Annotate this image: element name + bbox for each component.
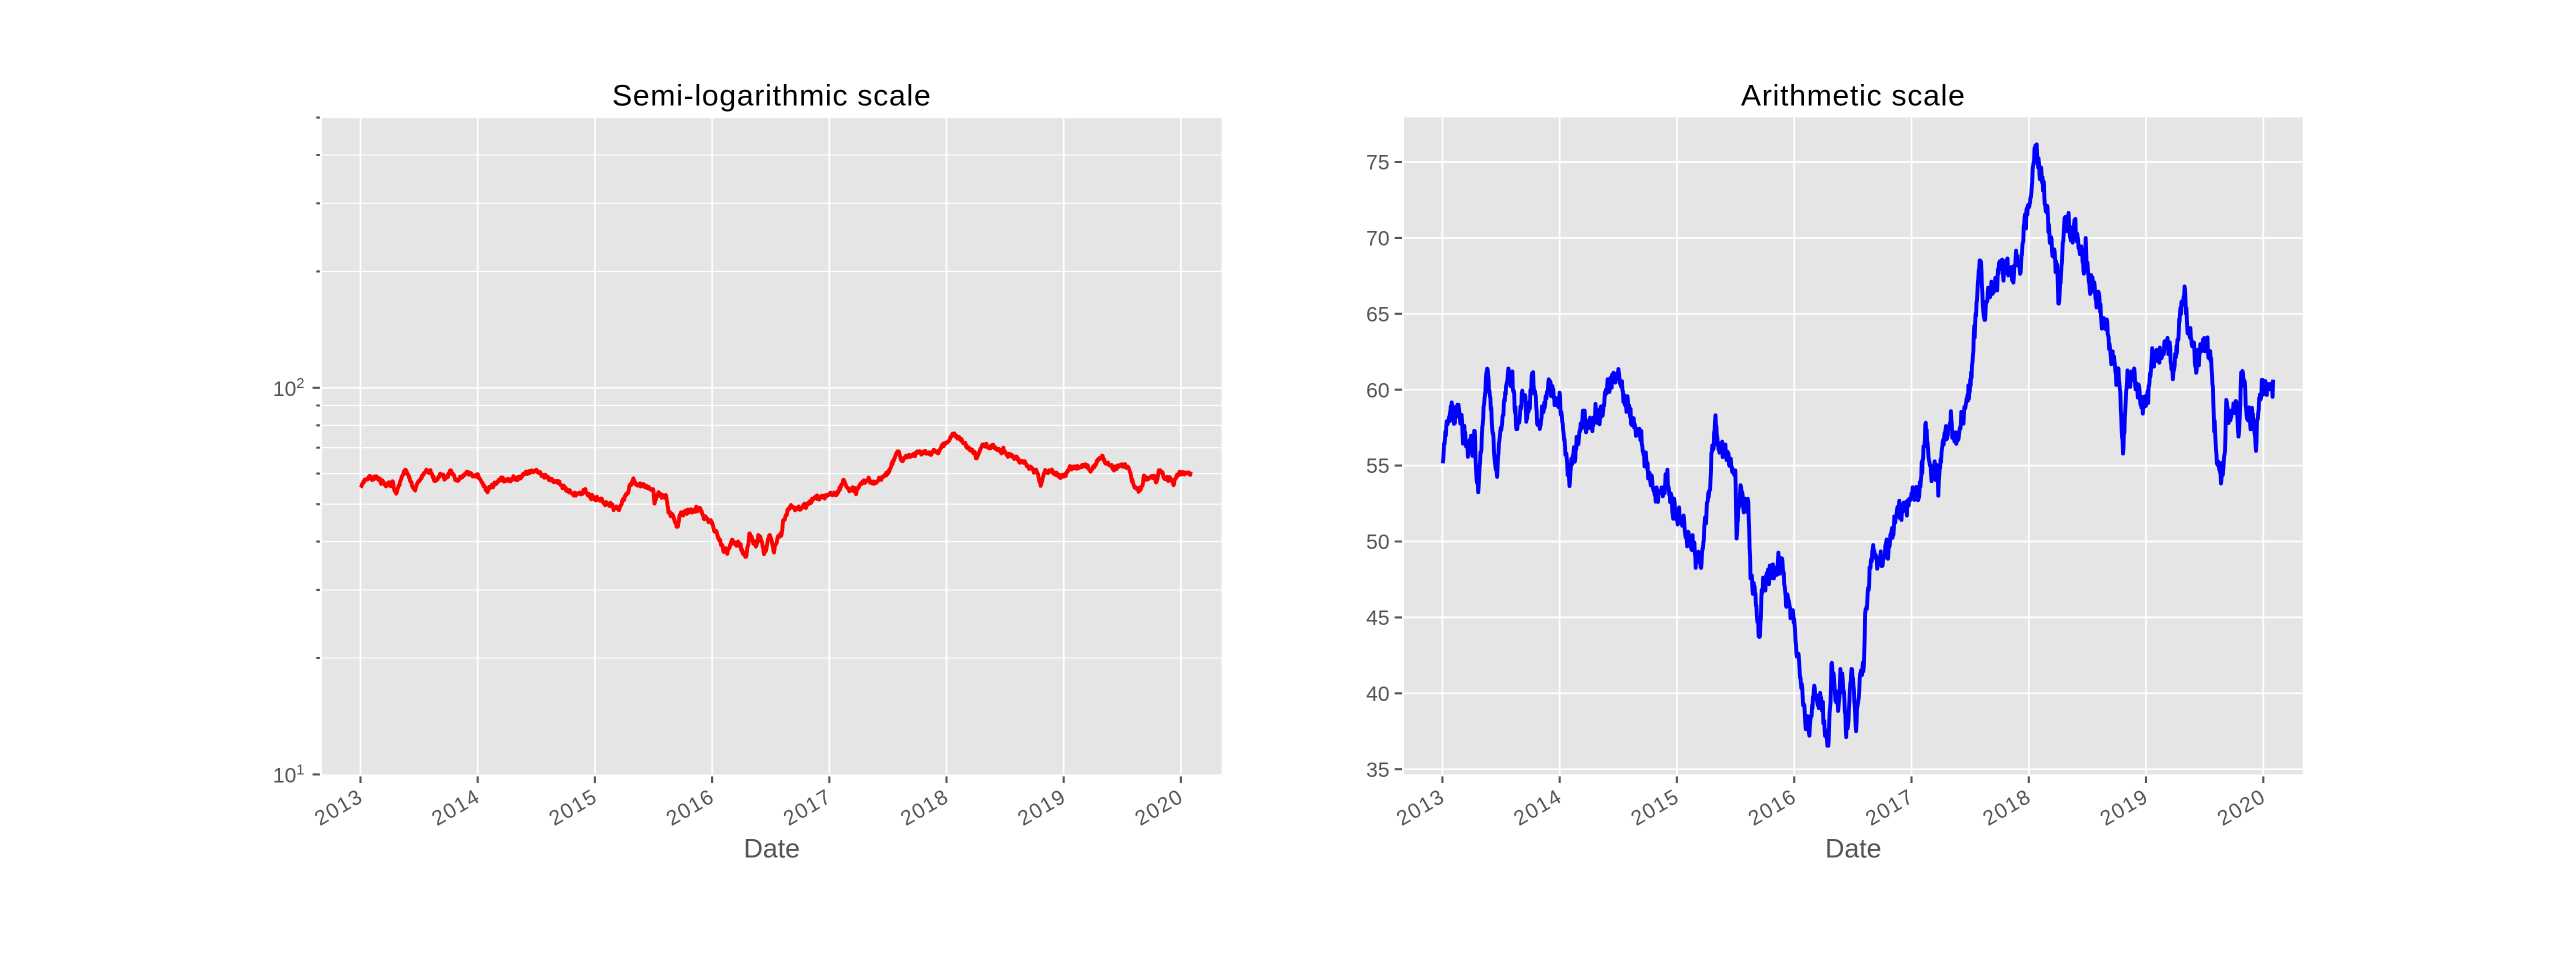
svg-text:Date: Date	[744, 834, 800, 864]
svg-text:55: 55	[1366, 455, 1389, 478]
svg-text:65: 65	[1366, 303, 1389, 326]
svg-text:45: 45	[1366, 607, 1389, 630]
svg-text:50: 50	[1366, 531, 1389, 554]
svg-text:35: 35	[1366, 759, 1389, 782]
svg-text:40: 40	[1366, 683, 1389, 706]
svg-text:60: 60	[1366, 379, 1389, 402]
svg-text:Arithmetic scale: Arithmetic scale	[1741, 80, 1966, 113]
svg-text:75: 75	[1366, 152, 1389, 175]
svg-text:Semi-logarithmic scale: Semi-logarithmic scale	[612, 80, 931, 113]
svg-text:70: 70	[1366, 228, 1389, 251]
svg-text:Date: Date	[1825, 834, 1881, 864]
